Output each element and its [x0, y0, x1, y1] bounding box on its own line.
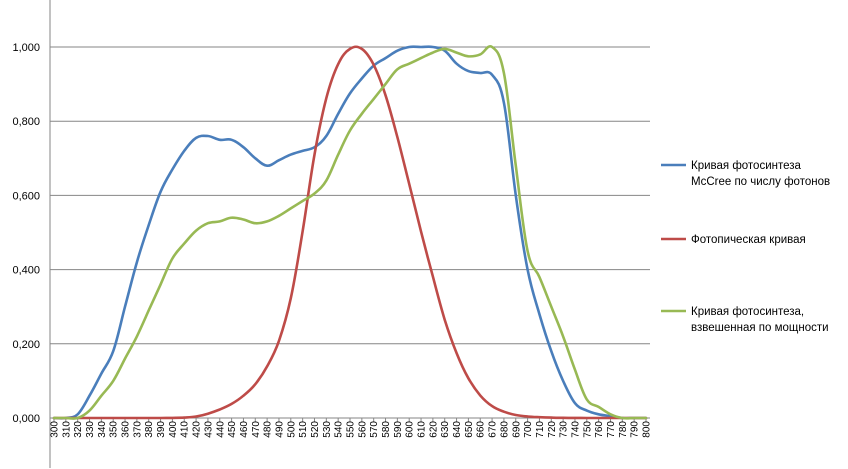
legend-label: Кривая фотосинтеза — [691, 160, 802, 172]
x-tick-label: 760 — [594, 421, 605, 438]
x-tick-label: 520 — [310, 421, 321, 438]
x-tick-label: 440 — [215, 421, 226, 438]
x-tick-label: 680 — [499, 421, 510, 438]
x-tick-label: 780 — [618, 421, 629, 438]
x-tick-label: 750 — [582, 421, 593, 438]
x-tick-label: 720 — [547, 421, 558, 438]
x-tick-label: 480 — [263, 421, 274, 438]
x-tick-label: 510 — [298, 421, 309, 438]
x-tick-label: 350 — [109, 421, 120, 438]
x-tick-label: 640 — [452, 421, 463, 438]
series-line-photopic — [52, 45, 648, 420]
y-tick-label: 0,200 — [12, 339, 40, 351]
series-line-mccree-photon — [52, 45, 648, 420]
x-tick-label: 800 — [642, 421, 653, 438]
y-tick-label: 0,000 — [12, 413, 40, 425]
legend: Кривая фотосинтеза McCree по числу фотоно… — [661, 160, 830, 334]
y-tick-label: 0,600 — [12, 190, 40, 202]
series-lines — [52, 45, 648, 420]
y-axis-tick-labels: 0,000 0,200 0,400 0,600 0,800 1,000 — [12, 42, 40, 425]
x-tick-label: 450 — [227, 421, 238, 438]
x-tick-label: 330 — [85, 421, 96, 438]
x-tick-label: 400 — [168, 421, 179, 438]
x-tick-label: 590 — [393, 421, 404, 438]
legend-label: взвешенная по мощности — [691, 322, 829, 334]
legend-label: McCree по числу фотонов — [691, 176, 830, 188]
chart-axes — [49, 0, 650, 468]
x-tick-label: 660 — [476, 421, 487, 438]
x-axis-tick-labels: 300 310 320 330 340 350 360 370 380 390 400 410 420 4… — [50, 421, 653, 438]
x-tick-label: 360 — [121, 421, 132, 438]
legend-label: Фотопическая кривая — [691, 234, 806, 246]
x-tick-label: 460 — [239, 421, 250, 438]
x-tick-label: 320 — [73, 421, 84, 438]
x-tick-label: 530 — [322, 421, 333, 438]
x-tick-label: 610 — [417, 421, 428, 438]
x-tick-label: 710 — [535, 421, 546, 438]
x-tick-label: 620 — [428, 421, 439, 438]
x-tick-label: 550 — [346, 421, 357, 438]
x-tick-label: 650 — [464, 421, 475, 438]
x-tick-label: 690 — [511, 421, 522, 438]
x-tick-label: 370 — [132, 421, 143, 438]
x-tick-label: 570 — [369, 421, 380, 438]
x-tick-label: 730 — [559, 421, 570, 438]
x-tick-label: 580 — [381, 421, 392, 438]
x-tick-label: 630 — [440, 421, 451, 438]
x-tick-label: 670 — [488, 421, 499, 438]
x-tick-label: 310 — [61, 421, 72, 438]
x-tick-label: 770 — [606, 421, 617, 438]
x-tick-label: 430 — [203, 421, 214, 438]
x-tick-label: 490 — [274, 421, 285, 438]
y-tick-label: 0,400 — [12, 265, 40, 277]
x-tick-label: 700 — [523, 421, 534, 438]
x-tick-label: 380 — [144, 421, 155, 438]
legend-label: Кривая фотосинтеза, — [691, 306, 804, 318]
series-line-mccree-power — [52, 45, 648, 420]
y-tick-label: 1,000 — [12, 42, 40, 54]
x-tick-label: 740 — [570, 421, 581, 438]
x-tick-label: 560 — [357, 421, 368, 438]
y-tick-label: 0,800 — [12, 116, 40, 128]
x-tick-label: 790 — [630, 421, 641, 438]
x-tick-label: 340 — [97, 421, 108, 438]
x-tick-label: 410 — [180, 421, 191, 438]
x-tick-label: 540 — [334, 421, 345, 438]
x-tick-label: 300 — [50, 421, 61, 438]
x-tick-label: 500 — [286, 421, 297, 438]
x-tick-label: 420 — [192, 421, 203, 438]
x-tick-label: 390 — [156, 421, 167, 438]
x-tick-label: 600 — [405, 421, 416, 438]
x-tick-label: 470 — [251, 421, 262, 438]
